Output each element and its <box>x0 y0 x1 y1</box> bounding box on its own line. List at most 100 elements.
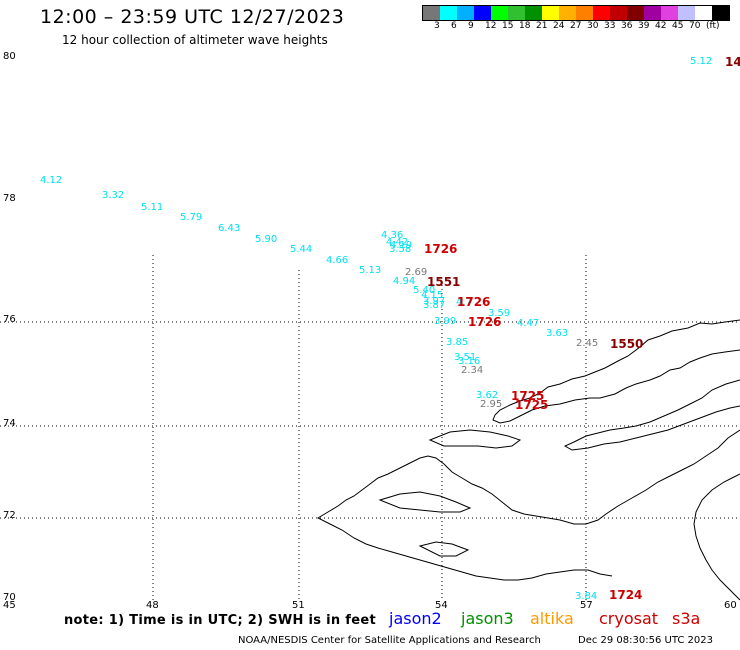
colorbar-tick-label: 39 <box>638 21 650 31</box>
lon-label: 48 <box>146 600 159 611</box>
colorbar-tick-label: 3 <box>434 21 440 31</box>
wave-height-value: 3.63 <box>546 328 569 339</box>
lat-label: 70 <box>3 592 16 603</box>
colorbar-swatch <box>695 6 712 20</box>
wave-height-value: 4.36 <box>381 230 404 241</box>
wave-height-value: 4.66 <box>326 255 349 266</box>
wave-height-value: 3.16 <box>458 356 481 367</box>
wave-height-value: 2.45 <box>576 338 599 349</box>
credit-text: NOAA/NESDIS Center for Satellite Applica… <box>238 635 541 646</box>
wave-height-value: 3.84 <box>575 591 598 602</box>
wave-height-value: 4.15 <box>421 290 444 301</box>
wave-height-value: 6.43 <box>218 223 241 234</box>
lat-label: 78 <box>3 193 16 204</box>
inner-fjord-2 <box>378 491 472 513</box>
wave-height-value: 5.90 <box>255 234 278 245</box>
legend-jason2: jason2 <box>389 609 442 628</box>
wave-height-value: 4.42 <box>386 237 409 248</box>
wave-height-value: 5.11 <box>141 202 164 213</box>
legend-jason3: jason3 <box>461 609 514 628</box>
wave-height-value: 4.94 <box>393 276 416 287</box>
pass-time: 1724 <box>609 588 643 602</box>
pass-time: 1551 <box>427 275 461 289</box>
lon-label: 51 <box>292 600 305 611</box>
colorbar-swatch <box>678 6 695 20</box>
colorbar-tick-label: 24 <box>553 21 565 31</box>
colorbar-swatch <box>525 6 542 20</box>
wave-height-value: 4.47 <box>517 318 540 329</box>
lat-label: 74 <box>3 418 16 429</box>
wave-height-value: 2.34 <box>461 365 484 376</box>
wave-height-value: 5.40 <box>413 285 436 296</box>
graticule <box>0 255 740 600</box>
colorbar-tick-label: 12 <box>485 21 497 31</box>
colorbar-tick-label: 45 <box>672 21 684 31</box>
wave-height-value: 5.44 <box>290 244 313 255</box>
wave-height-value: 3.87 <box>423 300 446 311</box>
wave-height-value: 4.12 <box>40 175 63 186</box>
colorbar-swatch <box>474 6 491 20</box>
wave-height-value: 2.95 <box>480 399 503 410</box>
legend-cryosat: cryosat <box>599 609 659 628</box>
lon-label: 57 <box>580 600 593 611</box>
colorbar-swatch <box>423 6 440 20</box>
lon-label: 60 <box>724 600 737 611</box>
colorbar-swatch <box>644 6 661 20</box>
colorbar-tick-label: 42 <box>655 21 667 31</box>
wave-height-value: 4.19 <box>390 240 413 251</box>
wave-height-value: 2.69 <box>405 267 428 278</box>
pass-time: 1726 <box>424 242 458 256</box>
lat-label: 72 <box>3 510 16 521</box>
pass-time: 1725 <box>511 389 545 403</box>
colorbar-tick-label: (ft) <box>706 21 720 31</box>
pass-time: 1550 <box>610 337 644 351</box>
wave-height-value: 3.51 <box>454 352 477 363</box>
map-title: 12:00 – 23:59 UTC 12/27/2023 <box>40 6 345 28</box>
colorbar-tick-label: 27 <box>570 21 582 31</box>
north-island-coast <box>492 319 740 424</box>
pass-time: 1726 <box>468 315 502 329</box>
colorbar-swatch <box>576 6 593 20</box>
colorbar-swatch <box>661 6 678 20</box>
colorbar-tick-label: 9 <box>468 21 474 31</box>
legend-s3a: s3a <box>672 609 701 628</box>
colorbar-swatch <box>712 6 729 20</box>
colorbar-swatch <box>440 6 457 20</box>
colorbar-swatch <box>457 6 474 20</box>
map-subtitle: 12 hour collection of altimeter wave hei… <box>62 33 328 47</box>
wave-height-value: 4.7 <box>456 297 472 308</box>
colorbar-tick-label: 70 <box>689 21 701 31</box>
wave-height-value: 5.79 <box>180 212 203 223</box>
colorbar <box>422 5 730 21</box>
lat-label: 80 <box>3 51 16 62</box>
pass-time: 14 <box>725 55 740 69</box>
colorbar-tick-label: 30 <box>587 21 599 31</box>
wave-height-value: 5.12 <box>690 56 713 67</box>
wave-height-value: 3.59 <box>488 308 511 319</box>
pass-time: 1725 <box>515 398 549 412</box>
colorbar-swatch <box>593 6 610 20</box>
wave-height-value: 3.85 <box>446 337 469 348</box>
colorbar-tick-label: 18 <box>519 21 531 31</box>
coastline <box>316 319 740 601</box>
colorbar-tick-label: 33 <box>604 21 616 31</box>
colorbar-tick-label: 15 <box>502 21 514 31</box>
mainland-coast <box>693 473 740 601</box>
strait-coast <box>563 379 740 451</box>
inner-fjord-3 <box>418 541 470 557</box>
units-note: note: 1) Time is in UTC; 2) SWH is in fe… <box>64 613 376 628</box>
colorbar-swatch <box>508 6 525 20</box>
colorbar-swatch <box>559 6 576 20</box>
lon-label: 54 <box>435 600 448 611</box>
colorbar-tick-label: 36 <box>621 21 633 31</box>
lon-label: 45 <box>3 600 16 611</box>
colorbar-tick-label: 21 <box>536 21 548 31</box>
legend-altika: altika <box>530 609 574 628</box>
wave-height-value: 3.32 <box>102 190 125 201</box>
wave-height-value: 3.62 <box>476 390 499 401</box>
colorbar-swatch <box>491 6 508 20</box>
wave-height-value: 5.13 <box>359 265 382 276</box>
colorbar-swatch <box>610 6 627 20</box>
colorbar-swatch <box>627 6 644 20</box>
